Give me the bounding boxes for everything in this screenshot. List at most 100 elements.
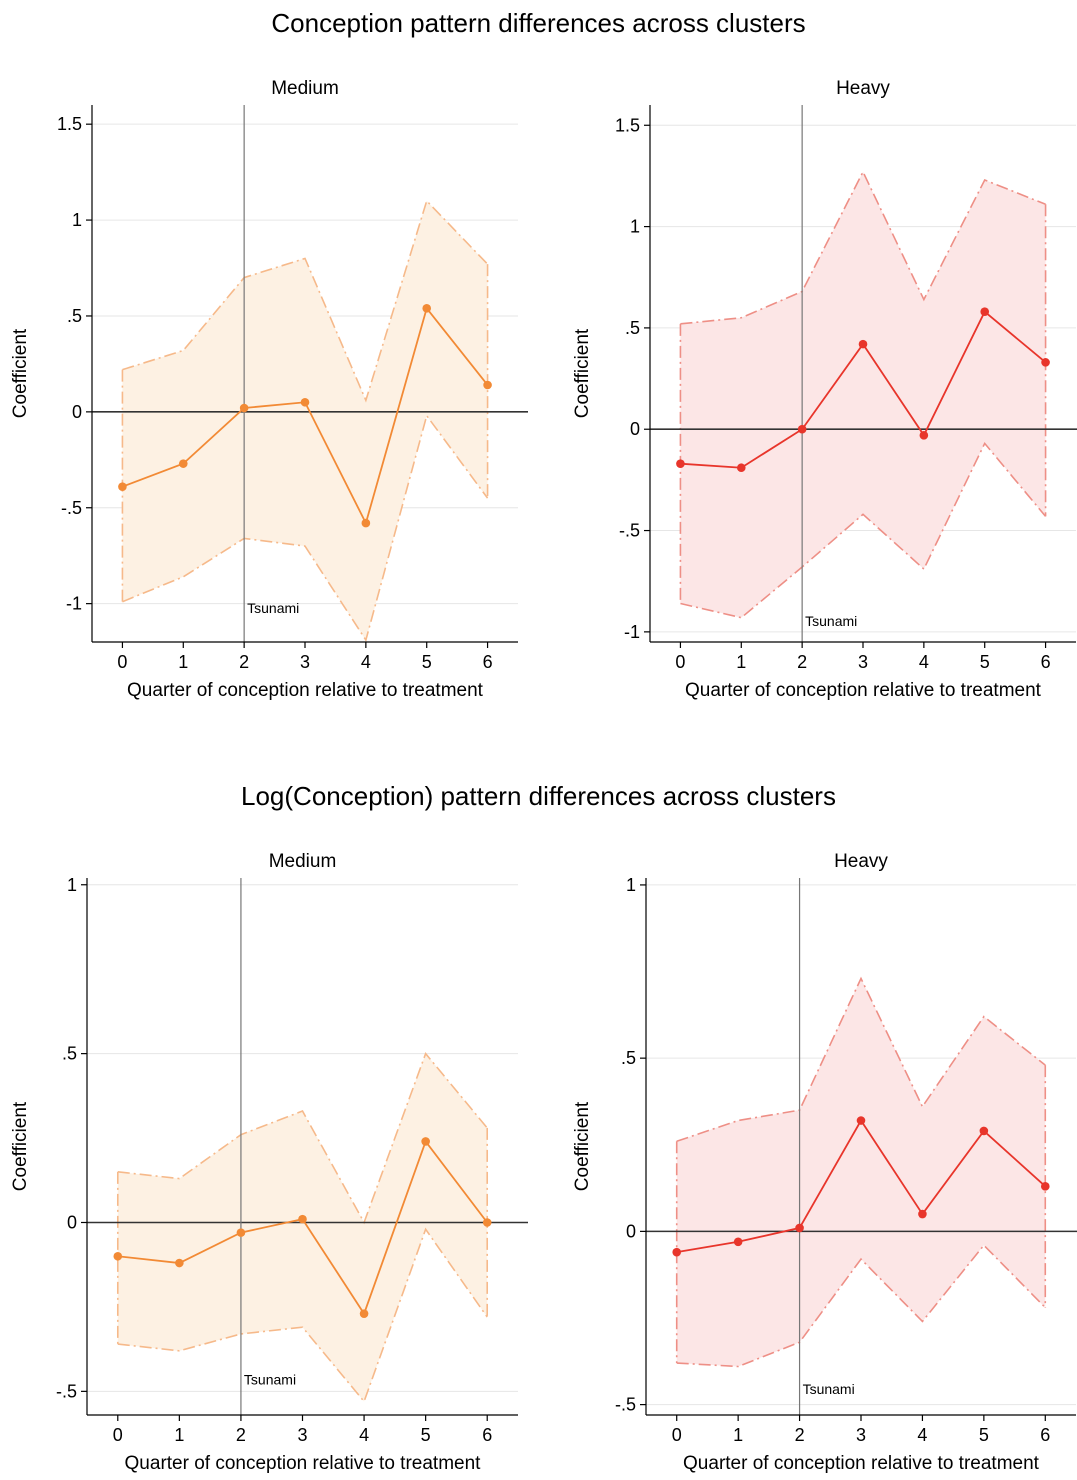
lower-bound-line — [680, 441, 1047, 619]
x-tick-label: 5 — [979, 1425, 989, 1445]
data-point — [421, 1137, 430, 1146]
y-tick-label: .5 — [625, 318, 640, 338]
y-tick-label: -1 — [66, 594, 82, 614]
data-point — [175, 1258, 184, 1268]
y-tick-label: .5 — [62, 1044, 77, 1064]
data-point — [858, 339, 868, 349]
data-point — [300, 397, 310, 407]
y-tick-label: 1 — [626, 875, 636, 895]
data-point — [918, 1209, 927, 1219]
y-tick-label: 0 — [72, 402, 82, 422]
x-tick-label: 3 — [300, 652, 310, 672]
x-axis-title: Quarter of conception relative to treatm… — [125, 1453, 482, 1474]
y-tick-label: 0 — [67, 1212, 77, 1232]
panel-title: Heavy — [834, 851, 888, 872]
x-tick-label: 5 — [980, 652, 990, 672]
confidence-band — [676, 978, 1046, 1367]
lower-bound-line — [122, 413, 489, 643]
lower-bound-line — [117, 1227, 488, 1404]
x-tick-label: 5 — [421, 1425, 431, 1445]
x-tick-label: 3 — [858, 652, 868, 672]
panel-title: Medium — [269, 851, 337, 872]
data-point — [113, 1251, 123, 1261]
x-axis-title: Quarter of conception relative to treatm… — [127, 680, 484, 701]
data-point — [795, 1223, 804, 1233]
chart-conception-medium: Tsunami -1 -.5 0 .5 1 1.5 0 1 2 3 4 5 6 Medium Quarter … — [10, 78, 528, 701]
y-tick-label: -.5 — [56, 1381, 77, 1401]
y-tick-label: 0 — [630, 419, 640, 439]
x-tick-label: 2 — [239, 652, 249, 672]
confidence-band — [117, 1053, 488, 1402]
x-tick-label: 1 — [174, 1425, 184, 1445]
data-point — [298, 1214, 307, 1224]
y-tick-label: 1 — [67, 875, 77, 895]
x-tick-label: 5 — [422, 652, 432, 672]
x-tick-label: 3 — [856, 1425, 866, 1445]
y-tick-label: .5 — [67, 306, 82, 326]
data-point — [483, 380, 492, 390]
x-tick-label: 0 — [672, 1425, 682, 1445]
data-point — [422, 303, 432, 313]
x-axis-title: Quarter of conception relative to treatm… — [683, 1453, 1040, 1474]
x-tick-label: 2 — [236, 1425, 246, 1445]
data-point — [979, 1126, 989, 1136]
data-point — [359, 1309, 369, 1318]
data-point — [672, 1247, 682, 1257]
data-point — [239, 403, 249, 413]
data-point — [919, 431, 929, 440]
panel-title: Medium — [271, 78, 339, 99]
y-tick-label: 1 — [630, 217, 640, 237]
data-point — [797, 424, 807, 434]
y-tick-label: -1 — [624, 622, 640, 642]
x-tick-label: 0 — [675, 652, 685, 672]
x-tick-label: 4 — [917, 1425, 927, 1445]
data-point — [236, 1228, 246, 1237]
y-tick-label: -.5 — [619, 521, 640, 541]
y-tick-label: 1 — [72, 210, 82, 230]
y-axis-title: Coefficient — [10, 328, 31, 418]
chart-log-conception-medium: Tsunami -.5 0 .5 1 0 1 2 3 4 5 6 Medium Quarter of co… — [10, 851, 528, 1474]
x-axis-title: Quarter of conception relative to treatm… — [685, 680, 1042, 701]
data-point — [676, 459, 685, 468]
x-tick-label: 6 — [483, 652, 493, 672]
tsunami-label: Tsunami — [805, 613, 857, 629]
y-tick-label: 0 — [626, 1221, 636, 1241]
confidence-band — [122, 200, 488, 641]
x-tick-label: 6 — [1040, 1425, 1050, 1445]
data-point — [178, 459, 188, 468]
data-point — [736, 463, 746, 473]
x-tick-label: 4 — [361, 652, 371, 672]
top-figure-title: Conception pattern differences across cl… — [271, 8, 806, 38]
data-point — [118, 482, 127, 491]
x-tick-label: 2 — [797, 652, 807, 672]
x-tick-label: 0 — [113, 1425, 123, 1445]
x-tick-label: 3 — [297, 1425, 307, 1445]
x-tick-label: 1 — [736, 652, 746, 672]
x-tick-label: 1 — [733, 1425, 743, 1445]
x-tick-label: 6 — [482, 1425, 492, 1445]
y-axis-title: Coefficient — [10, 1101, 31, 1191]
upper-bound-line — [676, 976, 1046, 1143]
upper-bound-line — [117, 1052, 488, 1225]
chart-conception-heavy: Tsunami -1 -.5 0 .5 1 1.5 0 1 2 3 4 5 6 Heavy Quarter o… — [572, 78, 1077, 701]
x-tick-label: 4 — [359, 1425, 369, 1445]
y-tick-label: .5 — [621, 1048, 636, 1068]
y-tick-label: 1.5 — [615, 115, 640, 135]
x-tick-label: 2 — [795, 1425, 805, 1445]
y-axis-title: Coefficient — [572, 1101, 593, 1191]
data-point — [482, 1218, 492, 1227]
tsunami-label: Tsunami — [247, 600, 299, 616]
y-tick-label: 1.5 — [57, 114, 82, 134]
x-tick-label: 4 — [919, 652, 929, 672]
upper-bound-line — [122, 199, 489, 403]
data-point — [980, 307, 990, 316]
tsunami-label: Tsunami — [803, 1381, 855, 1397]
confidence-band — [680, 171, 1046, 618]
data-point — [733, 1237, 743, 1247]
y-axis-title: Coefficient — [572, 328, 593, 418]
x-tick-label: 0 — [117, 652, 127, 672]
lower-bound-line — [676, 1244, 1046, 1368]
x-tick-label: 1 — [178, 652, 188, 672]
data-point — [1041, 358, 1050, 367]
y-tick-label: -.5 — [615, 1395, 636, 1415]
